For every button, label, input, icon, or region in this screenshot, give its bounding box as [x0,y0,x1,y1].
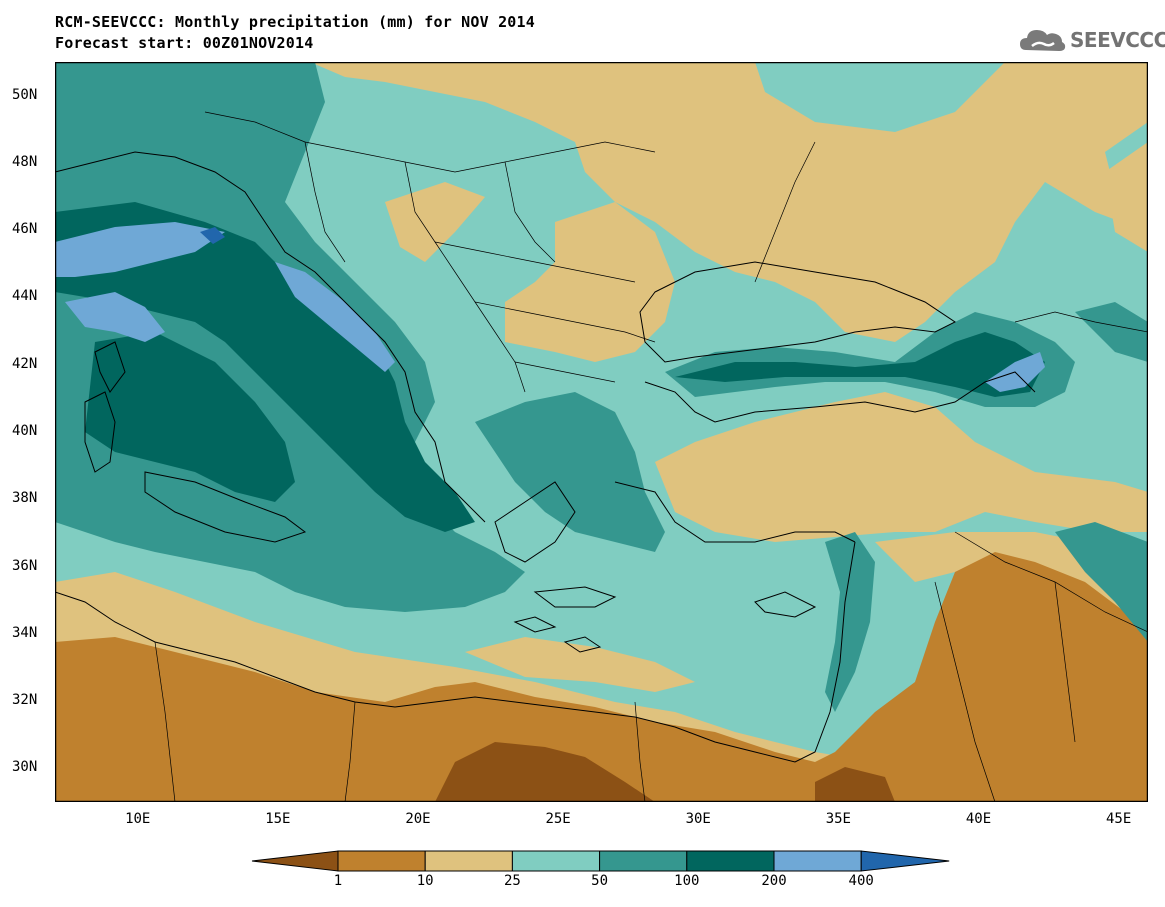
country-borders [154,111,1148,802]
latitude-tick-label: 44N [12,288,38,305]
precip-field-1-10 [55,552,1148,802]
title-line-2: Forecast start: 00Z01NOV2014 [55,34,314,52]
precip-field-200-400-liguria [65,292,165,342]
longitude-tick-label: 10E [125,811,151,827]
precipitation-map [54,61,1149,803]
precip-field-50-100-aegean [475,392,665,552]
precip-field-below-1-east [815,767,895,802]
longitude-tick-label: 15E [265,811,291,827]
longitude-tick-label: 45E [1105,811,1132,827]
colorbar-tick-label: 400 [848,873,874,889]
colorbar-segment [337,850,426,872]
precip-field-10-25-lower-danube [505,202,675,362]
longitude-tick-label: 30E [685,811,711,827]
logo-text: SEEVCCC [1070,28,1165,52]
colorbar-tick-label: 10 [416,873,434,889]
cloud-icon [1020,30,1066,51]
latitude-tick-label: 32N [12,692,38,709]
map-canvas [54,61,1149,803]
precip-field-200-400-alps [55,222,225,277]
colorbar-tick-label: 1 [333,873,343,889]
coastlines [55,151,1036,763]
precip-field-10-25-egypt-coast [465,637,695,692]
colorbar-tick-label: 25 [503,873,521,889]
latitude-tick-label: 46N [12,221,38,238]
colorbar-tick-label: 50 [591,873,609,889]
colorbar-segment [599,850,688,872]
latitude-tick-label: 34N [12,624,38,641]
colorbar [251,850,950,872]
latitude-tick-label: 36N [12,557,38,574]
latitude-tick-label: 48N [12,153,38,170]
precip-field-10-25-east-russia [1105,142,1148,252]
precip-field-50-100-caucasus [1075,302,1148,362]
colorbar-tick-label: 100 [674,873,700,889]
longitude-tick-label: 40E [965,811,992,827]
colorbar-tick-label: 200 [761,873,787,889]
precip-field-10-25-pannonia [385,182,485,262]
colorbar-segment [686,850,775,872]
colorbar-segment [773,850,862,872]
precip-field-100-200-adriatic [55,202,475,532]
title-line-1: RCM-SEEVCCC: Monthly precipitation (mm) … [55,13,535,31]
chart-title: RCM-SEEVCCC: Monthly precipitation (mm) … [55,12,535,54]
latitude-tick-label: 30N [12,759,38,776]
precip-field-100-200-italy-tyrrhenian [85,332,295,502]
seevccc-logo: SEEVCCC [1018,20,1165,60]
map-frame [54,61,1149,803]
precip-field-50-100-cilicia [825,532,875,712]
latitude-tick-label: 42N [12,355,38,372]
latitude-tick-label: 50N [12,86,38,103]
precip-field-10-25-north [310,62,1148,342]
colorbar-arrow-high [860,850,950,872]
longitude-tick-label: 20E [405,811,431,827]
precip-field-10-25-anatolia [655,392,1148,542]
colorbar-segment [424,850,513,872]
latitude-tick-label: 40N [12,423,38,439]
precip-field-above-400 [200,227,225,244]
precip-field-50-100-east [1055,522,1148,642]
colorbar-arrow-low [251,850,339,872]
colorbar-segment [511,850,601,872]
latitude-tick-label: 38N [12,490,38,507]
longitude-tick-label: 25E [545,811,571,827]
precip-field-200-400-dalmatia [275,262,395,372]
longitude-tick-label: 35E [825,811,851,827]
precip-field-below-1 [435,742,655,802]
precip-field-100-200-blacksea-south [675,332,1045,397]
